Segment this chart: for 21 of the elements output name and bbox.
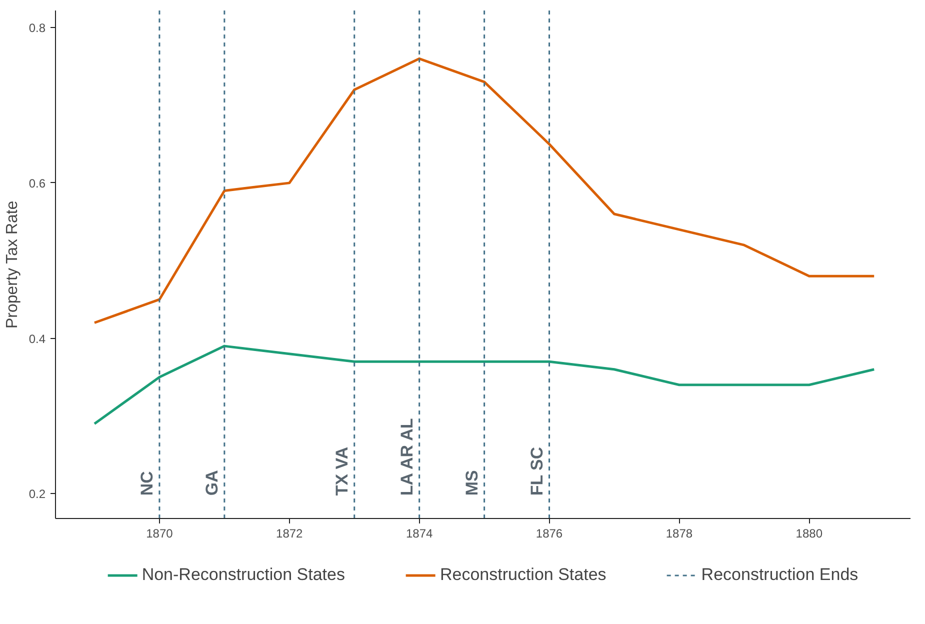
y-tick-label: 0.8 xyxy=(28,21,46,36)
ref-line-label: GA xyxy=(202,470,222,496)
y-tick-label: 0.4 xyxy=(28,332,46,346)
legend-label: Reconstruction States xyxy=(440,565,606,585)
ref-line-label: TX VA xyxy=(332,446,352,496)
y-axis-title: Property Tax Rate xyxy=(4,200,21,329)
y-tick-label: 0.6 xyxy=(28,176,46,190)
x-tick-label: 1876 xyxy=(536,526,563,540)
ref-line-label: LA AR AL xyxy=(397,418,416,496)
ref-line-label: MS xyxy=(462,470,482,496)
y-tick-label: 0.2 xyxy=(28,487,46,502)
x-tick-label: 1870 xyxy=(146,526,174,540)
x-tick-label: 1872 xyxy=(276,526,304,540)
x-tick-label: 1880 xyxy=(796,526,823,540)
ref-line-label: NC xyxy=(137,471,156,496)
x-tick-label: 1874 xyxy=(406,526,434,540)
ref-line-label: FL SC xyxy=(527,446,546,496)
line-series xyxy=(93,57,876,324)
legend-label: Non-Reconstruction States xyxy=(142,565,345,585)
text: Reconstruction Ends xyxy=(701,565,858,585)
x-tick-label: 1878 xyxy=(666,526,693,540)
